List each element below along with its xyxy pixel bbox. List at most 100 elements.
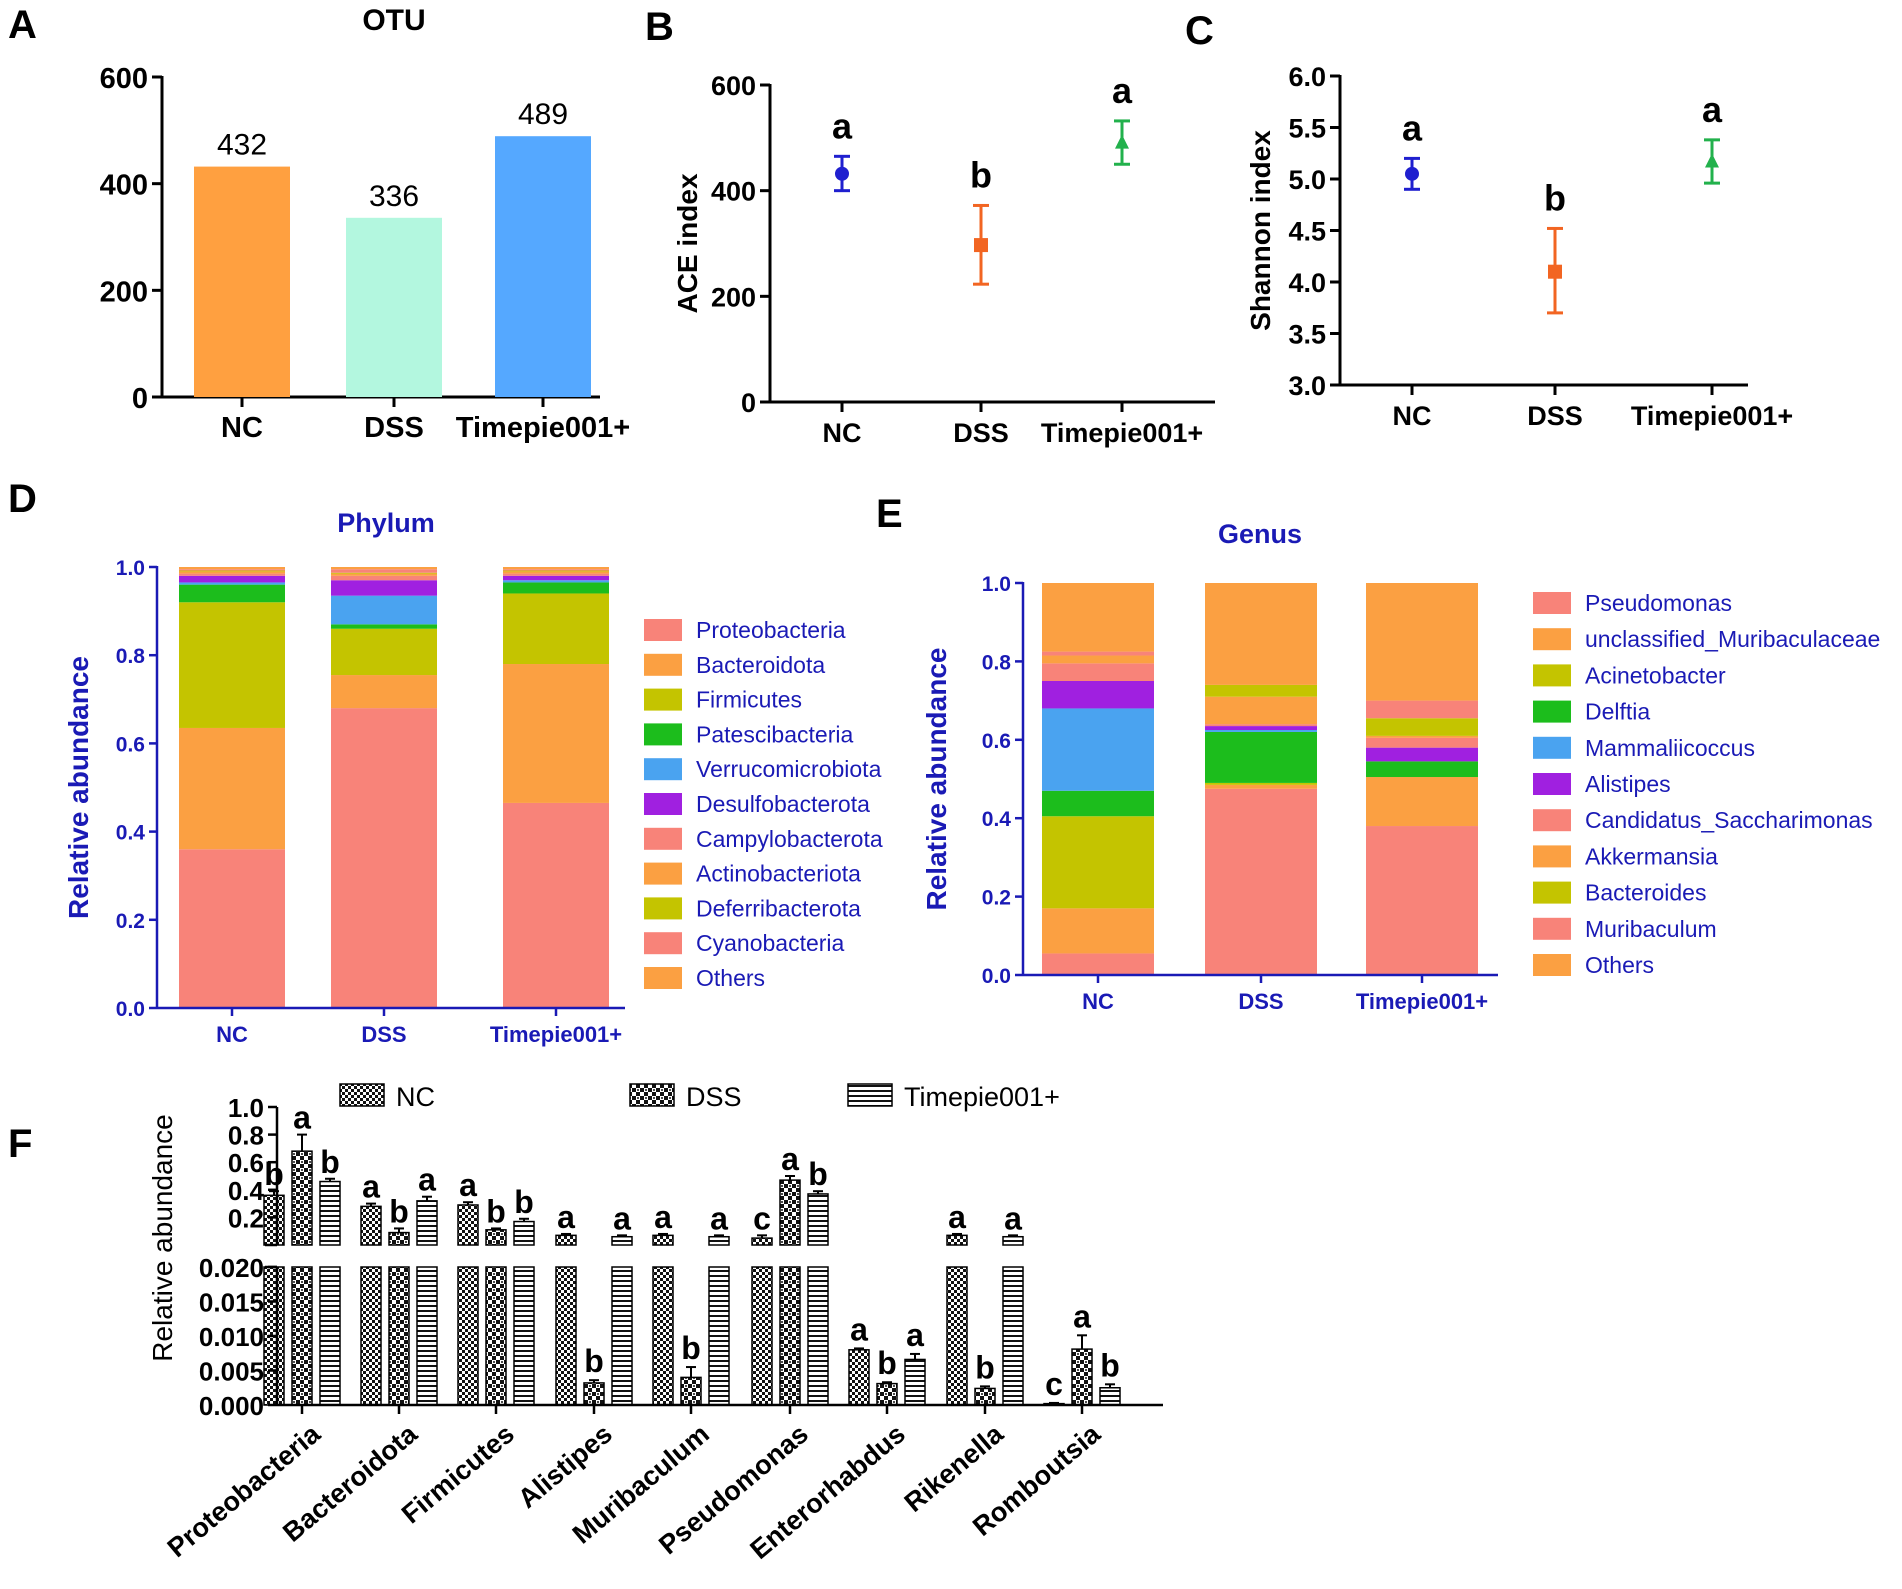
y-tick-label: 0.2 — [228, 1203, 264, 1233]
significance-letter: a — [948, 1199, 966, 1235]
legend-label: Timepie001+ — [904, 1082, 1060, 1112]
bar-proteobacteria — [319, 1266, 341, 1406]
x-tick-label: NC — [216, 1022, 248, 1047]
legend-label: Candidatus_Saccharimonas — [1585, 807, 1873, 833]
y-tick-label: 0.6 — [228, 1148, 264, 1178]
y-tick-label: 200 — [100, 276, 148, 308]
bar-upper-firmicutes — [513, 1220, 535, 1246]
significance-letter: b — [389, 1193, 409, 1229]
x-tick-label: NC — [221, 412, 263, 444]
y-tick-label: 400 — [711, 177, 756, 207]
y-tick-label: 0.6 — [982, 730, 1011, 753]
panel-label-a: A — [8, 3, 37, 47]
y-tick-label: 0.2 — [982, 887, 1011, 910]
stack-segment-candidatus_saccharimonas — [1366, 737, 1478, 748]
stack-segment-alistipes — [1205, 726, 1317, 730]
y-tick-label: 4.0 — [1288, 268, 1326, 298]
bar-bacteroidota — [360, 1266, 382, 1406]
legend-swatch — [1533, 700, 1571, 723]
legend-swatch — [1533, 628, 1571, 651]
panel-e-genus-chart: Genus NC DSS Timepie001+ 0.0 0.2 0.4 0.6 0.8 1.0 R… — [921, 519, 1880, 1014]
bar-alistipes — [583, 1382, 605, 1406]
stack-segment-proteobacteria — [331, 708, 437, 1008]
y-tick-label: 3.5 — [1288, 320, 1326, 350]
significance-letter: b — [514, 1184, 534, 1220]
stack-segment-cyanobacteria — [503, 569, 609, 571]
y-axis-label: Relative abundance — [63, 656, 94, 919]
stack-segment-verrucomicrobiota — [331, 595, 437, 625]
bar-upper-proteobacteria — [291, 1150, 313, 1246]
significance-letter: a — [1402, 107, 1423, 148]
legend-swatch — [1533, 773, 1571, 795]
bar-muribaculum — [680, 1376, 702, 1406]
legend-swatch — [1533, 845, 1571, 868]
legend-swatch — [1533, 917, 1571, 940]
legend-label: Cyanobacteria — [696, 930, 845, 956]
significance-letter: a — [654, 1199, 672, 1235]
legend-swatch — [644, 967, 682, 989]
bar-muribaculum — [708, 1266, 730, 1406]
bar-upper-rikenella — [1002, 1235, 1024, 1246]
significance-letter: b — [970, 154, 992, 195]
stack-segment-patescibacteria — [503, 582, 609, 594]
y-axis-label: Relative abundance — [921, 648, 952, 911]
significance-letter: a — [1112, 70, 1133, 111]
x-tick-label: Timepie001+ — [456, 412, 630, 444]
significance-letter: b — [1100, 1347, 1120, 1383]
legend-label: DSS — [686, 1082, 742, 1112]
panel-label-e: E — [876, 492, 903, 536]
significance-letter: a — [613, 1200, 631, 1236]
legend-swatch — [644, 619, 682, 641]
mean-point-dss — [974, 238, 988, 253]
bar-bacteroidota — [416, 1266, 438, 1406]
bar-bacteroidota — [388, 1266, 410, 1406]
stack-segment-candidatus_saccharimonas — [1205, 724, 1317, 727]
legend-label: Verrucomicrobiota — [696, 756, 882, 782]
y-tick-label: 5.5 — [1288, 114, 1326, 144]
stack-segment-alistipes — [1366, 747, 1478, 762]
significance-letter: a — [459, 1167, 477, 1203]
bar-enterorhabdus — [848, 1349, 870, 1406]
y-tick-label: 4.5 — [1288, 217, 1326, 247]
bar-upper-muribaculum — [652, 1234, 674, 1246]
bar-alistipes — [611, 1266, 633, 1406]
legend-swatch — [644, 932, 682, 955]
stack-segment-unclassified_muribaculaceae — [1042, 908, 1154, 954]
y-tick-label: 6.0 — [1288, 62, 1326, 92]
mean-point-timepie — [1115, 134, 1129, 149]
stack-segment-mammaliicoccus — [1205, 730, 1317, 732]
significance-letter: a — [293, 1100, 311, 1136]
legend-swatch — [644, 723, 682, 746]
stack-segment-cyanobacteria — [331, 569, 437, 573]
bar-upper-alistipes — [555, 1234, 577, 1246]
panel-d-phylum-chart: Phylum NC DSS Timepie001+ 0.0 0.2 0.4 0.6 0.8 1.0… — [63, 508, 883, 1047]
x-tick-label: NC — [823, 418, 862, 448]
y-tick-label: 5.0 — [1288, 165, 1326, 195]
panel-label-b: B — [645, 5, 674, 49]
stack-segment-others — [1205, 583, 1317, 685]
y-tick-label: 0.010 — [199, 1322, 264, 1352]
legend-label: Acinetobacter — [1585, 662, 1726, 688]
bar-upper-rikenella — [946, 1234, 968, 1246]
stack-segment-akkermansia — [1205, 696, 1317, 725]
significance-letter: a — [1004, 1200, 1022, 1236]
legend-label: Firmicutes — [696, 687, 802, 713]
mean-point-nc — [835, 166, 849, 181]
x-tick-label: NC — [1393, 401, 1432, 431]
stack-segment-firmicutes — [503, 593, 609, 665]
legend-label: NC — [396, 1082, 435, 1112]
bar-timepie001+ — [495, 136, 591, 397]
x-tick-label: DSS — [1238, 989, 1283, 1014]
x-tick-label: Timepie001+ — [1631, 401, 1793, 431]
y-tick-label: 3.0 — [1288, 371, 1326, 401]
stack-segment-bacteroides — [1366, 718, 1478, 736]
stack-segment-verrucomicrobiota — [179, 582, 285, 585]
stack-segment-others — [503, 567, 609, 570]
bar-upper-proteobacteria — [319, 1180, 341, 1246]
x-tick-label: Timepie001+ — [1041, 418, 1203, 448]
panel-a-otu-chart: OTU 0 200 400 600 432 NC 336 DSS 489 Timepie001+ — [100, 4, 631, 444]
legend-label: Bacteroidota — [696, 652, 825, 678]
bar-proteobacteria — [291, 1266, 313, 1406]
significance-letter: b — [320, 1144, 340, 1180]
